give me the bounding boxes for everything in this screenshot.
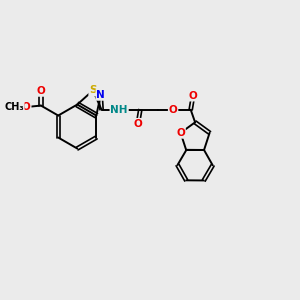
Text: O: O	[169, 105, 178, 115]
Text: S: S	[89, 85, 97, 95]
Text: O: O	[189, 91, 197, 100]
Text: O: O	[37, 86, 45, 96]
Text: O: O	[22, 102, 31, 112]
Text: CH₃: CH₃	[4, 102, 24, 112]
Text: O: O	[176, 128, 185, 138]
Text: O: O	[134, 119, 142, 129]
Text: N: N	[96, 90, 105, 100]
Text: NH: NH	[110, 105, 128, 115]
